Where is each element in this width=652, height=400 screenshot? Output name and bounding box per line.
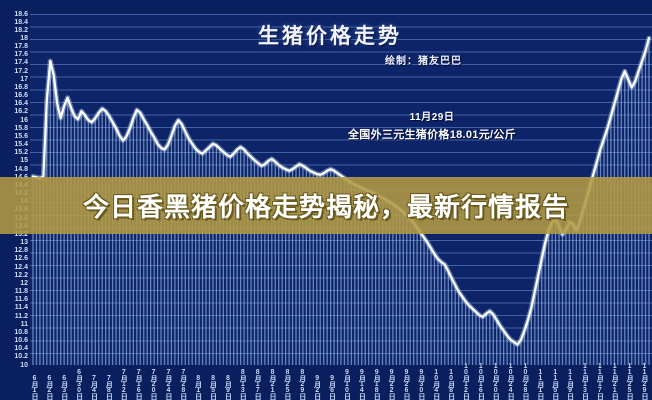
chart-title: 生猪价格走势 bbox=[258, 23, 402, 48]
x-axis-tick: 8月5日 bbox=[209, 375, 217, 399]
y-axis-tick: 11.6 bbox=[14, 296, 28, 304]
x-axis-tick: 8月9日 bbox=[224, 375, 232, 399]
x-axis-tick: 9月6日 bbox=[328, 375, 336, 399]
y-axis-tick: 15.4 bbox=[14, 141, 28, 149]
x-axis-tick: 11月13日 bbox=[581, 363, 589, 399]
y-axis-tick: 15.6 bbox=[14, 132, 28, 140]
x-axis-tick: 10月16日 bbox=[477, 363, 485, 399]
x-axis: 6月1日 6月2日 6月3日 6月30日 7月4日 7月8日 7月12日 7月16日 7月20日… bbox=[30, 363, 652, 400]
x-axis-tick: 11月9日 bbox=[566, 369, 574, 399]
x-axis-tick: 10月8日 bbox=[447, 369, 455, 399]
x-axis-tick: 8月13日 bbox=[239, 369, 247, 399]
x-axis-tick: 10月12日 bbox=[462, 363, 470, 399]
y-axis-tick: 17.4 bbox=[14, 59, 28, 67]
overlay-banner-text: 今日香黑猪价格走势揭秘，最新行情报告 bbox=[82, 193, 569, 223]
annotation-price: 全国外三元生猪价格18.01元/公斤 bbox=[348, 129, 516, 141]
y-axis-tick: 16 bbox=[20, 116, 28, 124]
x-axis-tick: 8月17日 bbox=[254, 369, 262, 399]
y-axis-tick: 10.8 bbox=[14, 328, 28, 336]
y-axis-tick: 17 bbox=[20, 75, 28, 83]
y-axis: 18.6 18.4 18.2 18 17.8 17.6 17.4 17.2 17 16.8 16.6… bbox=[0, 10, 30, 369]
x-axis-tick: 6月3日 bbox=[60, 375, 68, 399]
y-axis-tick: 16.6 bbox=[14, 92, 28, 100]
y-axis-tick: 11.4 bbox=[14, 304, 28, 312]
y-axis-tick: 18.2 bbox=[14, 26, 28, 34]
price-annotation: 11月29日 全国外三元生猪价格18.01元/公斤 bbox=[324, 108, 540, 142]
y-axis-tick: 15.8 bbox=[14, 124, 28, 132]
y-axis-tick: 18 bbox=[20, 34, 28, 42]
y-axis-tick: 10.6 bbox=[14, 337, 28, 344]
x-axis-tick: 9月26日 bbox=[402, 369, 410, 399]
x-axis-tick: 7月4日 bbox=[90, 375, 98, 399]
annotation-date: 11月29日 bbox=[409, 112, 455, 123]
y-axis-tick: 12 bbox=[20, 279, 28, 287]
y-axis-tick: 10.2 bbox=[14, 353, 28, 361]
y-axis-tick: 12.4 bbox=[14, 263, 28, 271]
x-axis-tick: 7月28日 bbox=[179, 369, 187, 399]
y-axis-tick: 16.2 bbox=[14, 108, 28, 116]
x-axis-tick: 11月17日 bbox=[596, 363, 604, 399]
x-axis-tick: 11月5日 bbox=[551, 369, 559, 399]
x-axis-tick: 11月21日 bbox=[611, 363, 619, 399]
x-axis-tick: 11月29日 bbox=[641, 363, 648, 399]
chart-credit: 绘制：猪友巴巴 bbox=[385, 56, 462, 67]
y-axis-tick: 10 bbox=[20, 361, 28, 369]
x-axis-tick: 11月25日 bbox=[626, 363, 634, 399]
overlay-banner: 今日香黑猪价格走势揭秘，最新行情报告 bbox=[0, 177, 652, 234]
x-axis-tick: 7月24日 bbox=[164, 369, 172, 399]
y-axis-tick: 14.8 bbox=[14, 165, 28, 173]
x-axis-tick: 9月30日 bbox=[417, 369, 425, 399]
x-axis-tick: 7月20日 bbox=[150, 369, 158, 399]
y-axis-tick: 12.6 bbox=[14, 255, 28, 263]
y-axis-tick: 15 bbox=[20, 157, 28, 165]
y-axis-tick: 11.8 bbox=[14, 288, 28, 296]
y-axis-tick: 13 bbox=[20, 239, 28, 247]
y-axis-tick: 13.2 bbox=[14, 230, 28, 238]
price-line bbox=[31, 36, 651, 346]
x-axis-tick: 10月24日 bbox=[507, 363, 515, 399]
x-axis-tick: 10月4日 bbox=[432, 369, 440, 399]
x-axis-tick: 9月10日 bbox=[343, 369, 351, 399]
x-axis-tick: 9月18日 bbox=[373, 369, 381, 399]
x-axis-tick: 10月28日 bbox=[521, 363, 529, 399]
x-axis-tick: 8月1日 bbox=[194, 375, 202, 399]
x-axis-tick: 9月14日 bbox=[358, 369, 366, 399]
y-axis-tick: 12.8 bbox=[14, 247, 28, 255]
y-axis-tick: 17.6 bbox=[14, 51, 28, 59]
x-axis-tick: 7月8日 bbox=[105, 375, 113, 399]
y-axis-tick: 15.2 bbox=[14, 149, 28, 157]
x-axis-tick: 6月2日 bbox=[45, 375, 53, 399]
x-axis-tick: 11月1日 bbox=[536, 369, 544, 399]
y-axis-tick: 11.2 bbox=[14, 312, 28, 320]
x-axis-tick: 8月25日 bbox=[283, 369, 291, 399]
x-axis-tick: 8月29日 bbox=[298, 369, 306, 399]
y-axis-tick: 17.2 bbox=[14, 67, 28, 75]
y-axis-tick: 12.2 bbox=[14, 271, 28, 279]
x-axis-tick: 9月2日 bbox=[313, 375, 321, 399]
y-axis-tick: 16.8 bbox=[14, 83, 28, 91]
y-axis-tick: 16.4 bbox=[14, 100, 28, 108]
y-axis-tick: 10.4 bbox=[14, 345, 28, 353]
x-axis-tick: 6月1日 bbox=[31, 375, 38, 399]
y-axis-tick: 18.4 bbox=[14, 18, 28, 26]
y-axis-tick: 18.6 bbox=[14, 10, 28, 18]
x-axis-tick: 10月20日 bbox=[492, 363, 500, 399]
x-axis-tick: 9月22日 bbox=[388, 369, 396, 399]
x-axis-tick: 7月12日 bbox=[120, 369, 128, 399]
x-axis-tick: 6月30日 bbox=[75, 369, 83, 399]
x-axis-tick: 8月21日 bbox=[269, 369, 277, 399]
x-axis-tick: 7月16日 bbox=[135, 369, 143, 399]
y-axis-tick: 17.8 bbox=[14, 43, 28, 51]
y-axis-tick: 11 bbox=[20, 320, 28, 328]
